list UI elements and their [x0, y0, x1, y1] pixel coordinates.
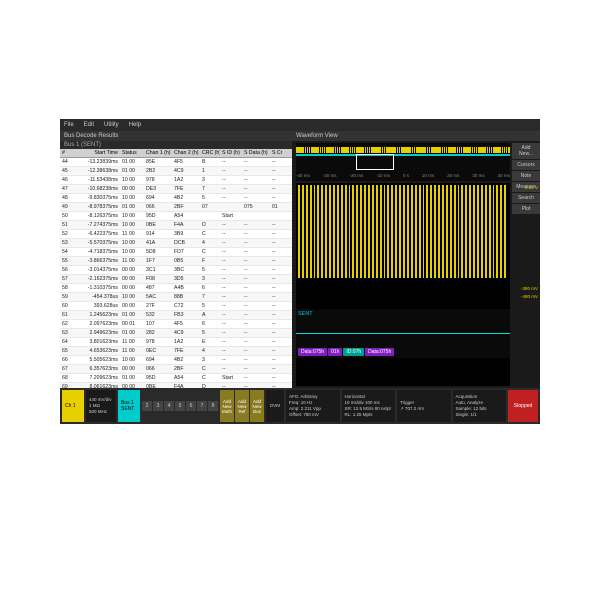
volt-label-top: 2.01 V	[525, 185, 538, 190]
table-row[interactable]: 665.505623ms10 006944B23------	[60, 356, 292, 365]
decoded-packet: 01h	[328, 348, 342, 356]
waveform-title: Waveform View	[292, 131, 540, 141]
table-row[interactable]: 54-4.718375ms10 005D8FD7C------	[60, 248, 292, 257]
channel-btn-8[interactable]: 8	[208, 401, 218, 411]
table-row[interactable]: 47-10.68238ms00 00DE37FE7------	[60, 185, 292, 194]
results-table[interactable]: #Start TimeStatusChan 1 (h)Chan 2 (h)CRC…	[60, 149, 292, 388]
afg-info[interactable]: AFG: ArbitraryFreq: 10 HzAmp: 2.211 VppO…	[286, 390, 340, 422]
add-btn[interactable]: Add New Math	[220, 390, 234, 422]
add-btn[interactable]: Add New Bus	[250, 390, 264, 422]
waveform-sidebar: Add New...CursorsNoteMeasureSearchPlot	[512, 143, 540, 214]
volt-label-bot: -480 mV	[521, 294, 538, 299]
trigger-info[interactable]: Trigger↗ 707.2 mV	[397, 390, 451, 422]
table-row[interactable]: 58-1.310375ms00 00487A4B6------	[60, 284, 292, 293]
decoded-packet: Data:075h	[365, 348, 394, 356]
table-row[interactable]: 622.097623ms00 011074F56------	[60, 320, 292, 329]
table-row[interactable]: 48-9.830375ms10 006944B25------	[60, 194, 292, 203]
channel-btn-6[interactable]: 6	[186, 401, 196, 411]
channel-btn-2[interactable]: 2	[142, 401, 152, 411]
table-row[interactable]: 59-454.378us10 005AC88B7------	[60, 293, 292, 302]
menu-utility[interactable]: Utility	[104, 122, 119, 128]
menu-file[interactable]: File	[64, 122, 74, 128]
table-row[interactable]: 51-7.274375ms10 000BEF4AD------	[60, 221, 292, 230]
bus-tab[interactable]: Bus 1 (SENT)	[60, 141, 292, 149]
waveform-overview[interactable]: -40 ms-30 ms-20 ms-10 ms0 s10 ms20 ms30 …	[296, 143, 510, 181]
menubar: File Edit Utility Help	[60, 119, 540, 131]
menu-edit[interactable]: Edit	[84, 122, 94, 128]
table-row[interactable]: 55-3.866375ms11 001F70B5F------	[60, 257, 292, 266]
panel-title: Bus Decode Results	[60, 131, 292, 141]
horizontal-info[interactable]: Horizontal10 ms/div 100 msSR: 12.5 MS/s …	[342, 390, 396, 422]
table-row[interactable]: 654.653623ms11 000EC7FE4------	[60, 347, 292, 356]
bottom-toolbar: Ch 1 440 mV/div1 MΩ500 MHz Bus 1SENT 234…	[60, 388, 540, 424]
decoded-packet: ID:07h	[343, 348, 364, 356]
table-row[interactable]: 56-3.014375ms00 003C13BC5------	[60, 266, 292, 275]
table-row[interactable]: 52-6.422375ms11 009143B9C------	[60, 230, 292, 239]
channel-btn-4[interactable]: 4	[164, 401, 174, 411]
table-row[interactable]: 53-5.570375ms10 0041ADCB4------	[60, 239, 292, 248]
acquisition-info[interactable]: AcquisitionAuto, AnalyzeSample: 12 bitsS…	[453, 390, 507, 422]
table-row[interactable]: 46-11.53438ms10 009781A23------	[60, 176, 292, 185]
dvm-box[interactable]: DVM	[266, 390, 284, 422]
waveform-main[interactable]: 2.01 V -380 mV -480 mV SENT Data:075h01h…	[296, 183, 510, 386]
volt-label-mid: -380 mV	[521, 286, 538, 291]
run-state[interactable]: Stopped	[508, 390, 538, 422]
table-row[interactable]: 50-8.126375ms10 0095DA54Start	[60, 212, 292, 221]
table-row[interactable]: 632.949623ms01 002824C95------	[60, 329, 292, 338]
table-row[interactable]: 60393.628us00 0027FC725------	[60, 302, 292, 311]
table-row[interactable]: 49-8.978375ms01 000662BF0707501	[60, 203, 292, 212]
channel-btn-5[interactable]: 5	[175, 401, 185, 411]
ch1-badge[interactable]: Ch 1	[62, 390, 84, 422]
table-row[interactable]: 57-2.162375ms00 00F083D53------	[60, 275, 292, 284]
table-row[interactable]: 44-13.23839ms01 0085E4F5B------	[60, 158, 292, 167]
add-btn[interactable]: Add New Ref	[235, 390, 249, 422]
decode-results-panel: Bus Decode Results Bus 1 (SENT) #Start T…	[60, 131, 292, 388]
selection-box[interactable]	[356, 154, 395, 169]
table-row[interactable]: 687.209623ms01 0095DA54CStart----	[60, 374, 292, 383]
table-row[interactable]: 676.357623ms00 000662BFC------	[60, 365, 292, 374]
channel-btn-7[interactable]: 7	[197, 401, 207, 411]
sent-label: SENT	[298, 311, 313, 317]
side-btn-plot[interactable]: Plot	[512, 204, 540, 214]
decoded-packet: Data:075h	[298, 348, 327, 356]
table-row[interactable]: 643.801623ms11 009781A2E------	[60, 338, 292, 347]
side-btn-note[interactable]: Note	[512, 171, 540, 181]
side-btn-search[interactable]: Search	[512, 193, 540, 203]
table-header: #Start TimeStatusChan 1 (h)Chan 2 (h)CRC…	[60, 149, 292, 158]
side-btn-addnew[interactable]: Add New...	[512, 143, 540, 159]
waveform-panel: Waveform View Add New...CursorsNoteMeasu…	[292, 131, 540, 388]
side-btn-cursors[interactable]: Cursors	[512, 160, 540, 170]
menu-help[interactable]: Help	[129, 122, 141, 128]
oscilloscope-app: File Edit Utility Help Bus Decode Result…	[60, 119, 540, 424]
channel-btn-3[interactable]: 3	[153, 401, 163, 411]
bus1-badge[interactable]: Bus 1SENT	[118, 390, 140, 422]
table-row[interactable]: 45-12.38638ms01 002B24C91------	[60, 167, 292, 176]
table-row[interactable]: 611.245623ms01 00532FB3A------	[60, 311, 292, 320]
